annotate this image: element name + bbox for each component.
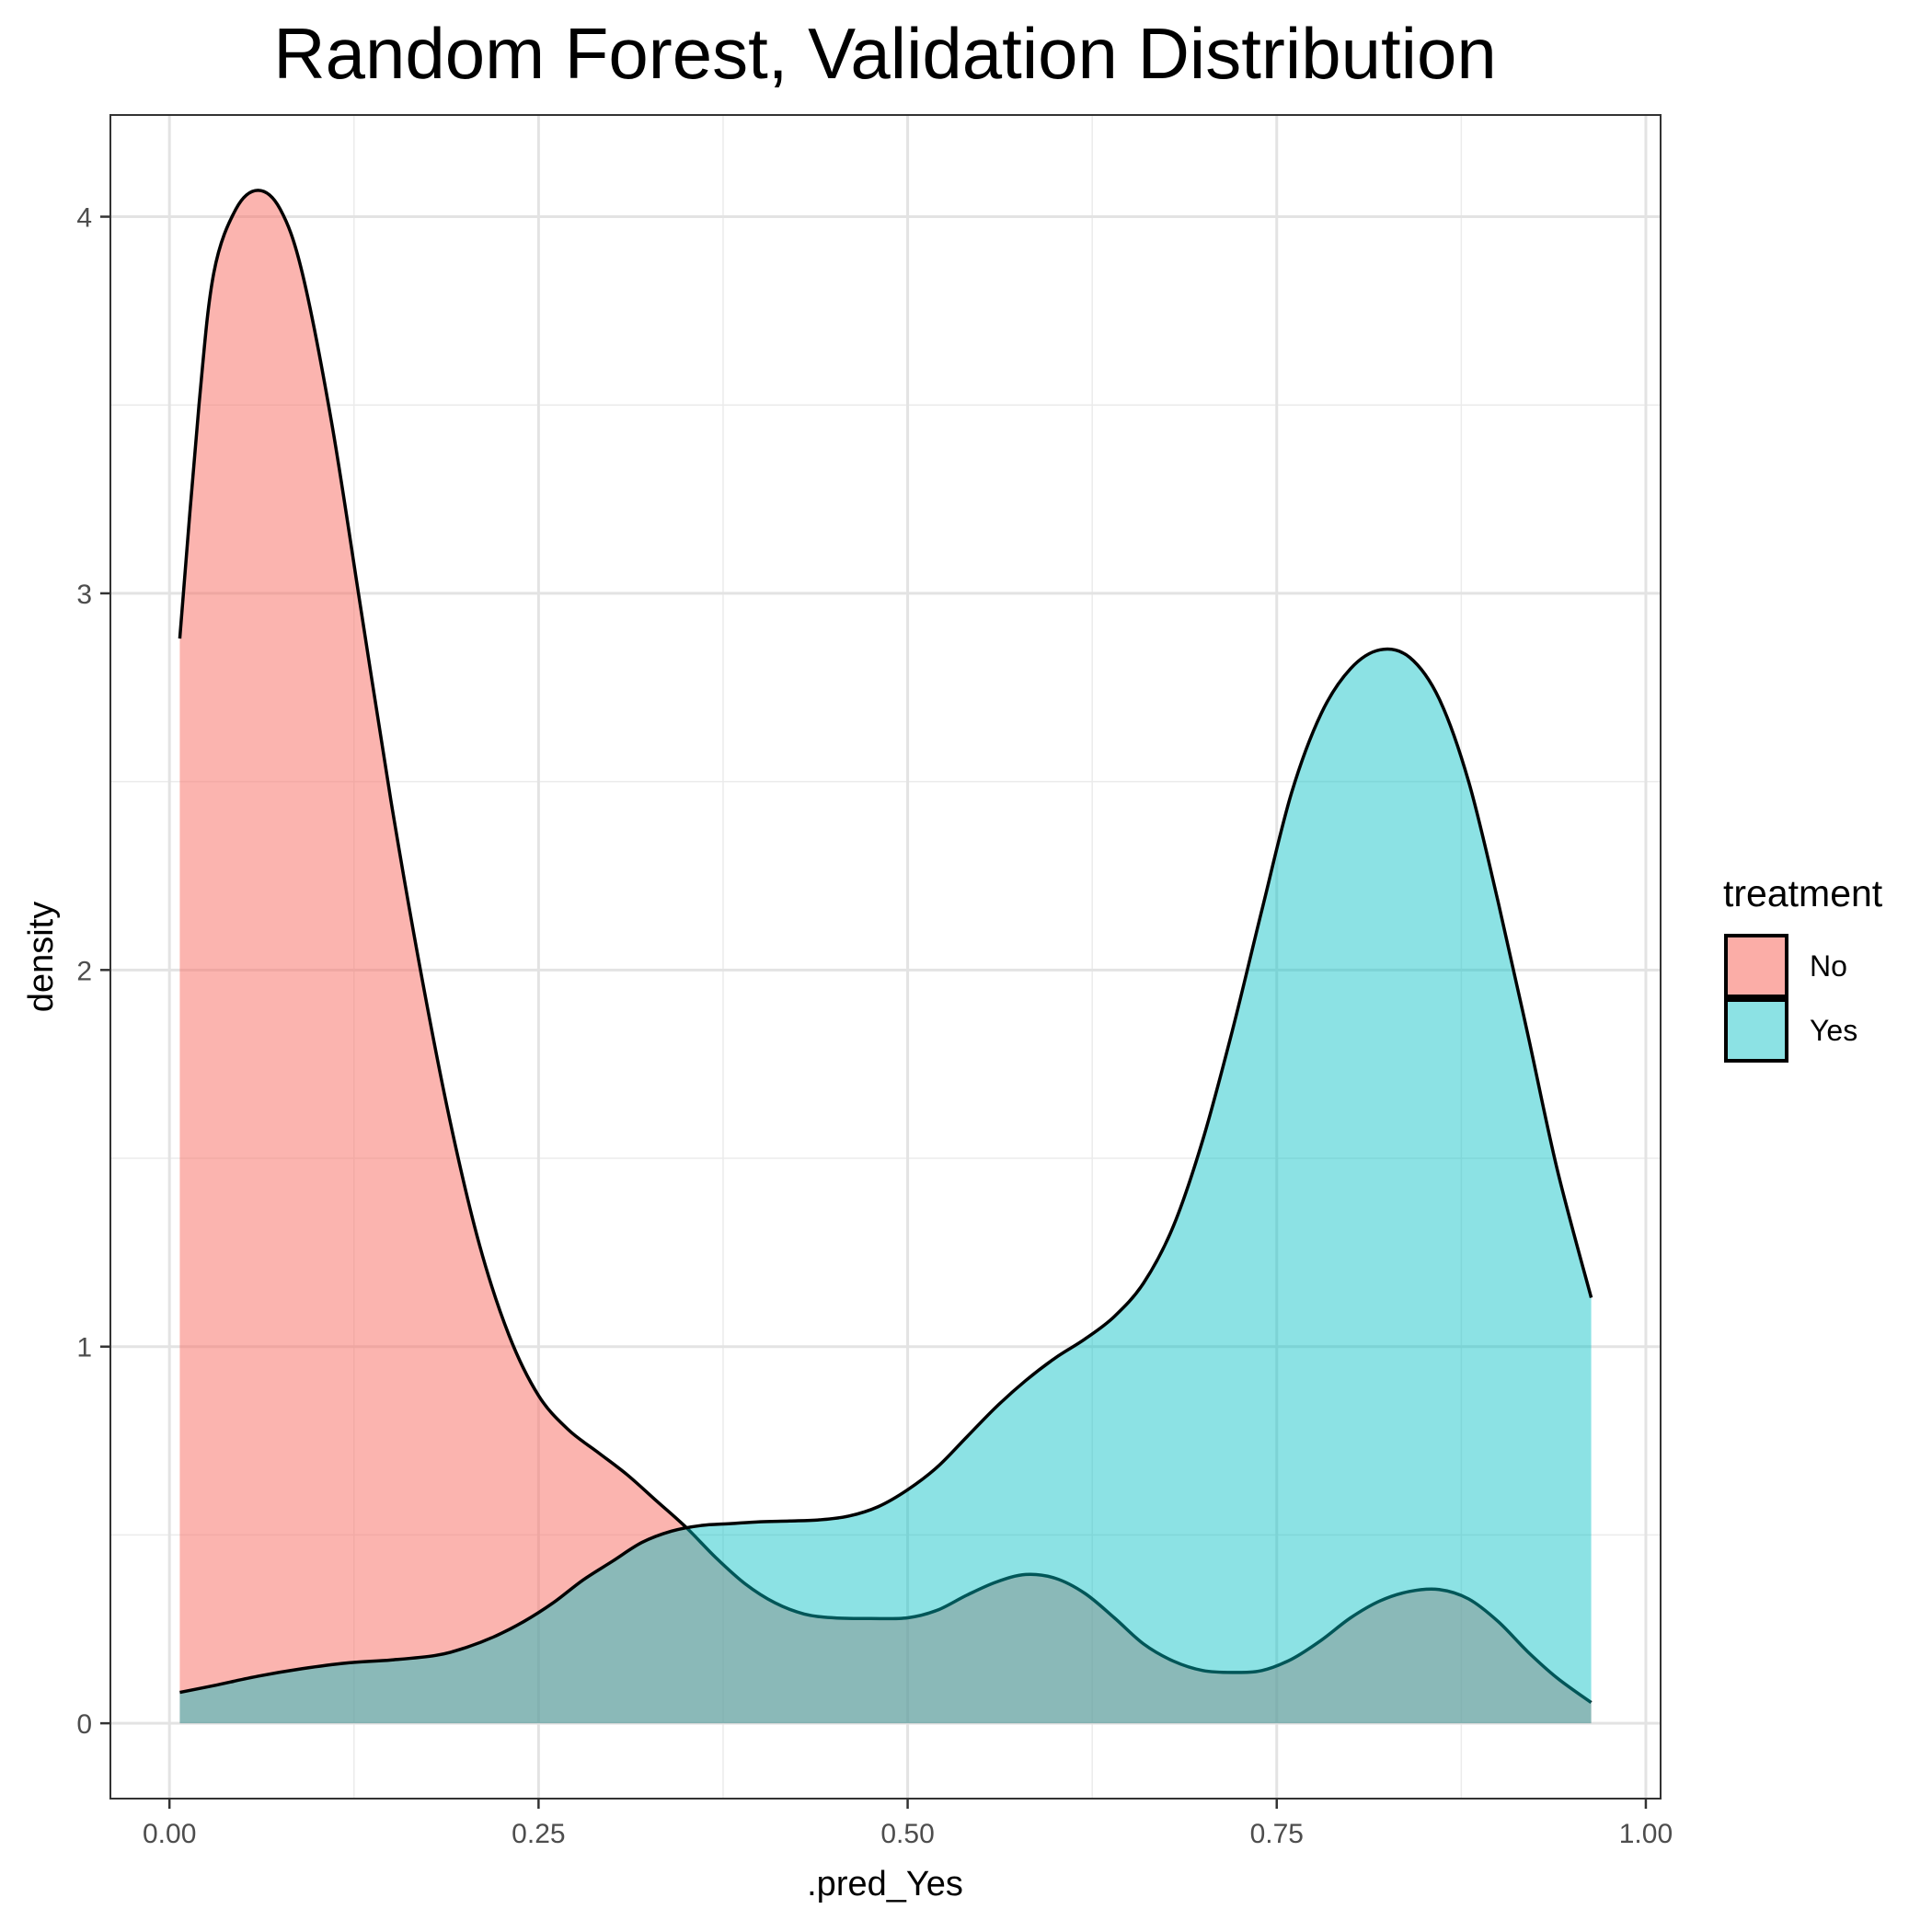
x-tick-label: 0.75	[1250, 1819, 1304, 1849]
legend-title: treatment	[1723, 872, 1883, 914]
y-tick-label: 2	[76, 956, 92, 986]
y-axis: 0 1 2 3 4	[76, 203, 110, 1740]
minor-grid	[110, 115, 1661, 1799]
x-tick-label: 1.00	[1619, 1819, 1673, 1849]
x-tick-label: 0.00	[143, 1819, 196, 1849]
legend-label-yes: Yes	[1810, 1014, 1857, 1047]
y-tick-label: 0	[76, 1709, 92, 1740]
y-axis-title: density	[22, 902, 61, 1012]
y-tick-label: 1	[76, 1333, 92, 1363]
y-tick-label: 4	[76, 203, 92, 234]
density-area-no	[179, 190, 1592, 1724]
x-tick-label: 0.25	[512, 1819, 565, 1849]
legend-key-no	[1724, 934, 1788, 998]
legend-key-yes	[1724, 998, 1788, 1063]
density-areas	[178, 189, 1593, 1724]
plot-border	[109, 114, 1662, 1800]
density-area-yes	[179, 649, 1592, 1724]
y-tick-label: 3	[76, 580, 92, 610]
chart-title: Random Forest, Validation Distribution	[273, 13, 1497, 94]
legend: treatment No Yes	[1723, 872, 1883, 1063]
x-tick-label: 0.50	[880, 1819, 934, 1849]
x-axis-title: .pred_Yes	[807, 1865, 963, 1903]
density-line-yes	[179, 647, 1593, 1695]
density-line-no	[178, 189, 1593, 1705]
legend-label-no: No	[1810, 949, 1847, 983]
x-axis: 0.00 0.25 0.50 0.75 1.00	[143, 1799, 1673, 1849]
